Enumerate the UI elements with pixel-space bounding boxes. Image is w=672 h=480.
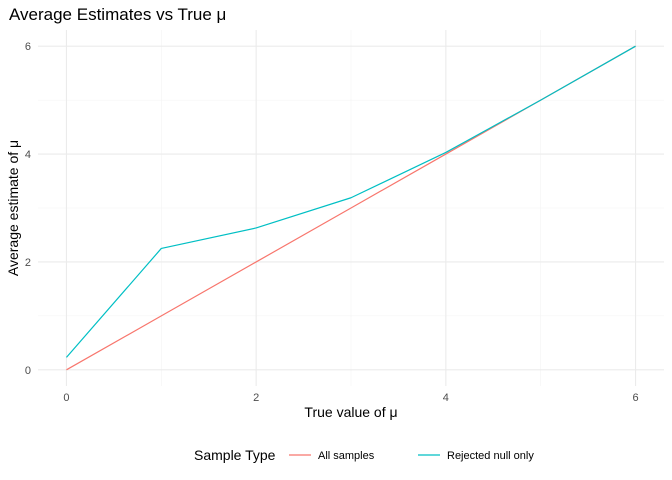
- series-layer: [65, 45, 636, 371]
- x-tick-label: 2: [253, 392, 259, 404]
- x-tick-label: 0: [63, 392, 69, 404]
- legend: Sample Type All samples Rejected null onl…: [194, 447, 534, 463]
- y-axis-title: Average estimate of μ: [5, 140, 21, 276]
- y-tick-label: 4: [25, 149, 31, 161]
- legend-label: Rejected null only: [447, 450, 534, 462]
- x-tick-label: 4: [443, 392, 449, 404]
- x-tick-label: 6: [632, 392, 638, 404]
- chart-title: Average Estimates vs True μ: [9, 5, 226, 24]
- grid: [38, 30, 664, 386]
- legend-label: All samples: [318, 450, 375, 462]
- y-tick-labels: 0 2 4 6: [25, 41, 31, 377]
- series-line: [65, 45, 636, 358]
- x-axis-title: True value of μ: [304, 404, 397, 420]
- legend-title: Sample Type: [194, 447, 276, 463]
- y-tick-label: 0: [25, 365, 31, 377]
- x-tick-labels: 0 2 4 6: [63, 392, 638, 404]
- y-tick-label: 2: [25, 257, 31, 269]
- y-tick-label: 6: [25, 41, 31, 53]
